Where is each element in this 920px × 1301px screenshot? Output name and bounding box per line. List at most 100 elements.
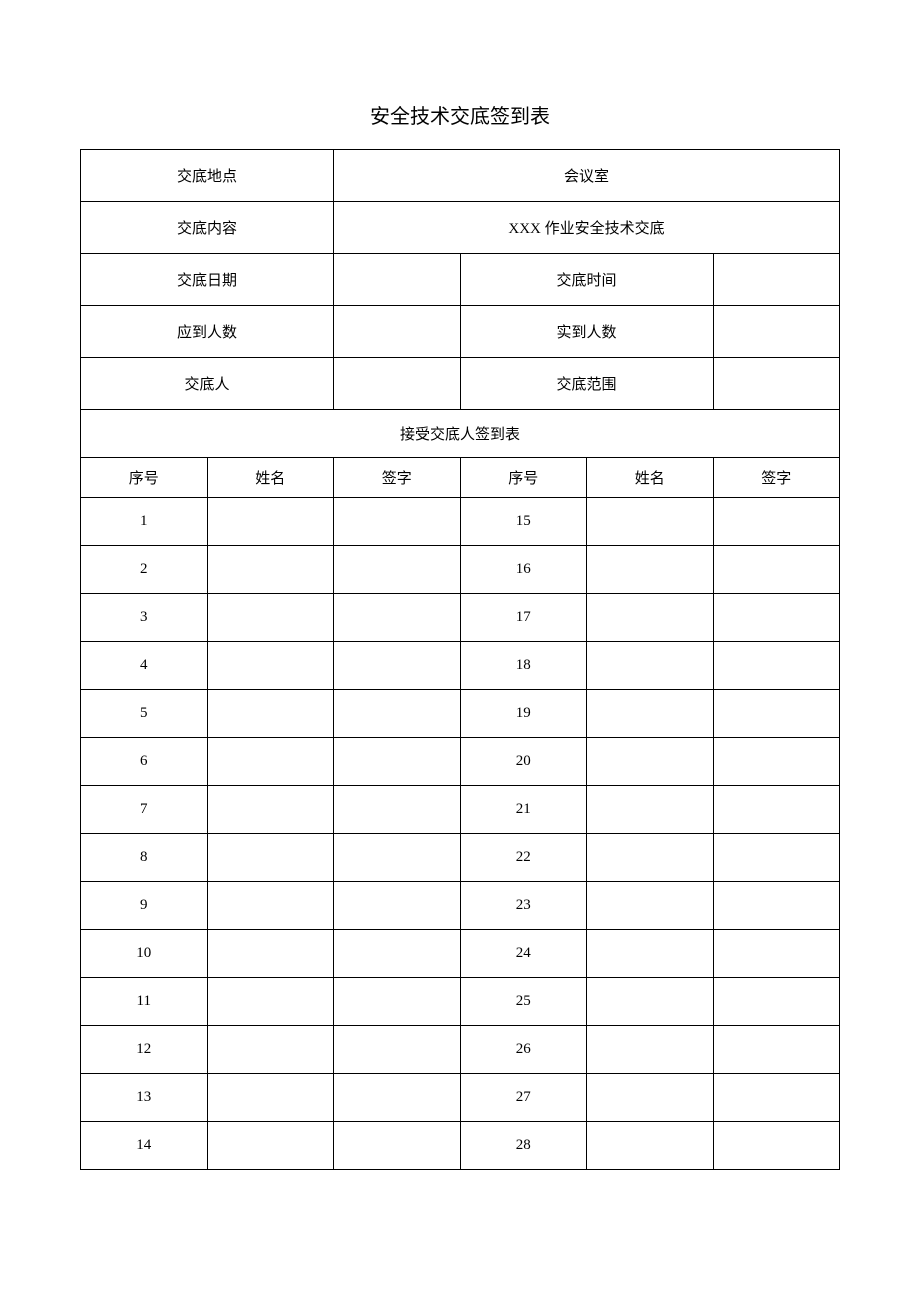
name-left — [207, 1074, 334, 1122]
sign-right — [713, 1026, 840, 1074]
sign-left — [334, 1122, 461, 1170]
seq-left: 9 — [81, 882, 208, 930]
sign-right — [713, 498, 840, 546]
seq-left: 7 — [81, 786, 208, 834]
count-row: 应到人数 实到人数 — [81, 306, 840, 358]
name-left — [207, 882, 334, 930]
location-value: 会议室 — [334, 150, 840, 202]
seq-right: 23 — [460, 882, 587, 930]
col-seq-1: 序号 — [81, 458, 208, 498]
sign-left — [334, 498, 461, 546]
sign-left — [334, 690, 461, 738]
content-value: XXX 作业安全技术交底 — [334, 202, 840, 254]
sign-left — [334, 834, 461, 882]
seq-left: 4 — [81, 642, 208, 690]
date-label: 交底日期 — [81, 254, 334, 306]
name-left — [207, 1026, 334, 1074]
name-left — [207, 690, 334, 738]
seq-left: 14 — [81, 1122, 208, 1170]
col-seq-2: 序号 — [460, 458, 587, 498]
signin-row: 5 19 — [81, 690, 840, 738]
sign-right — [713, 1122, 840, 1170]
actual-count-value — [713, 306, 840, 358]
sign-right — [713, 642, 840, 690]
presenter-value — [334, 358, 461, 410]
name-right — [587, 594, 714, 642]
seq-left: 1 — [81, 498, 208, 546]
name-right — [587, 738, 714, 786]
sign-right — [713, 834, 840, 882]
name-left — [207, 546, 334, 594]
scope-label: 交底范围 — [460, 358, 713, 410]
signin-row: 822 — [81, 834, 840, 882]
sign-right — [713, 594, 840, 642]
signin-row: 1125 — [81, 978, 840, 1026]
name-right — [587, 1122, 714, 1170]
sign-left — [334, 1074, 461, 1122]
date-time-row: 交底日期 交底时间 — [81, 254, 840, 306]
location-row: 交底地点 会议室 — [81, 150, 840, 202]
time-label: 交底时间 — [460, 254, 713, 306]
sign-left — [334, 738, 461, 786]
seq-right: 18 — [460, 642, 587, 690]
sign-left — [334, 786, 461, 834]
seq-right: 17 — [460, 594, 587, 642]
name-right — [587, 1074, 714, 1122]
name-right — [587, 546, 714, 594]
sign-right — [713, 690, 840, 738]
seq-left: 11 — [81, 978, 208, 1026]
signin-row: 14 28 — [81, 1122, 840, 1170]
name-left — [207, 594, 334, 642]
sign-left — [334, 594, 461, 642]
page-title: 安全技术交底签到表 — [80, 100, 840, 129]
name-left — [207, 834, 334, 882]
sign-left — [334, 882, 461, 930]
name-left — [207, 786, 334, 834]
presenter-label: 交底人 — [81, 358, 334, 410]
signin-row: 115 — [81, 498, 840, 546]
sign-left — [334, 930, 461, 978]
content-label: 交底内容 — [81, 202, 334, 254]
sign-left — [334, 978, 461, 1026]
seq-right: 26 — [460, 1026, 587, 1074]
name-right — [587, 930, 714, 978]
expected-count-label: 应到人数 — [81, 306, 334, 358]
seq-left: 6 — [81, 738, 208, 786]
seq-right: 28 — [460, 1122, 587, 1170]
seq-left: 5 — [81, 690, 208, 738]
col-sign-2: 签字 — [713, 458, 840, 498]
col-name-2: 姓名 — [587, 458, 714, 498]
name-right — [587, 786, 714, 834]
sign-right — [713, 546, 840, 594]
sign-left — [334, 642, 461, 690]
seq-right: 24 — [460, 930, 587, 978]
name-right — [587, 882, 714, 930]
name-right — [587, 498, 714, 546]
seq-right: 19 — [460, 690, 587, 738]
sign-right — [713, 1074, 840, 1122]
signin-section-title: 接受交底人签到表 — [81, 410, 840, 458]
sign-left — [334, 546, 461, 594]
name-left — [207, 498, 334, 546]
sign-right — [713, 930, 840, 978]
seq-left: 3 — [81, 594, 208, 642]
seq-right: 22 — [460, 834, 587, 882]
signin-row: 9 23 — [81, 882, 840, 930]
signin-row: 2 16 — [81, 546, 840, 594]
seq-right: 27 — [460, 1074, 587, 1122]
signin-row: 3 17 — [81, 594, 840, 642]
seq-right: 16 — [460, 546, 587, 594]
name-left — [207, 642, 334, 690]
content-row: 交底内容 XXX 作业安全技术交底 — [81, 202, 840, 254]
name-right — [587, 978, 714, 1026]
signin-row: 620 — [81, 738, 840, 786]
sign-right — [713, 978, 840, 1026]
signin-section-header-row: 接受交底人签到表 — [81, 410, 840, 458]
name-left — [207, 930, 334, 978]
seq-left: 2 — [81, 546, 208, 594]
signin-row: 4 18 — [81, 642, 840, 690]
sign-right — [713, 786, 840, 834]
expected-count-value — [334, 306, 461, 358]
signin-columns-header: 序号 姓名 签字 序号 姓名 签字 — [81, 458, 840, 498]
location-label: 交底地点 — [81, 150, 334, 202]
